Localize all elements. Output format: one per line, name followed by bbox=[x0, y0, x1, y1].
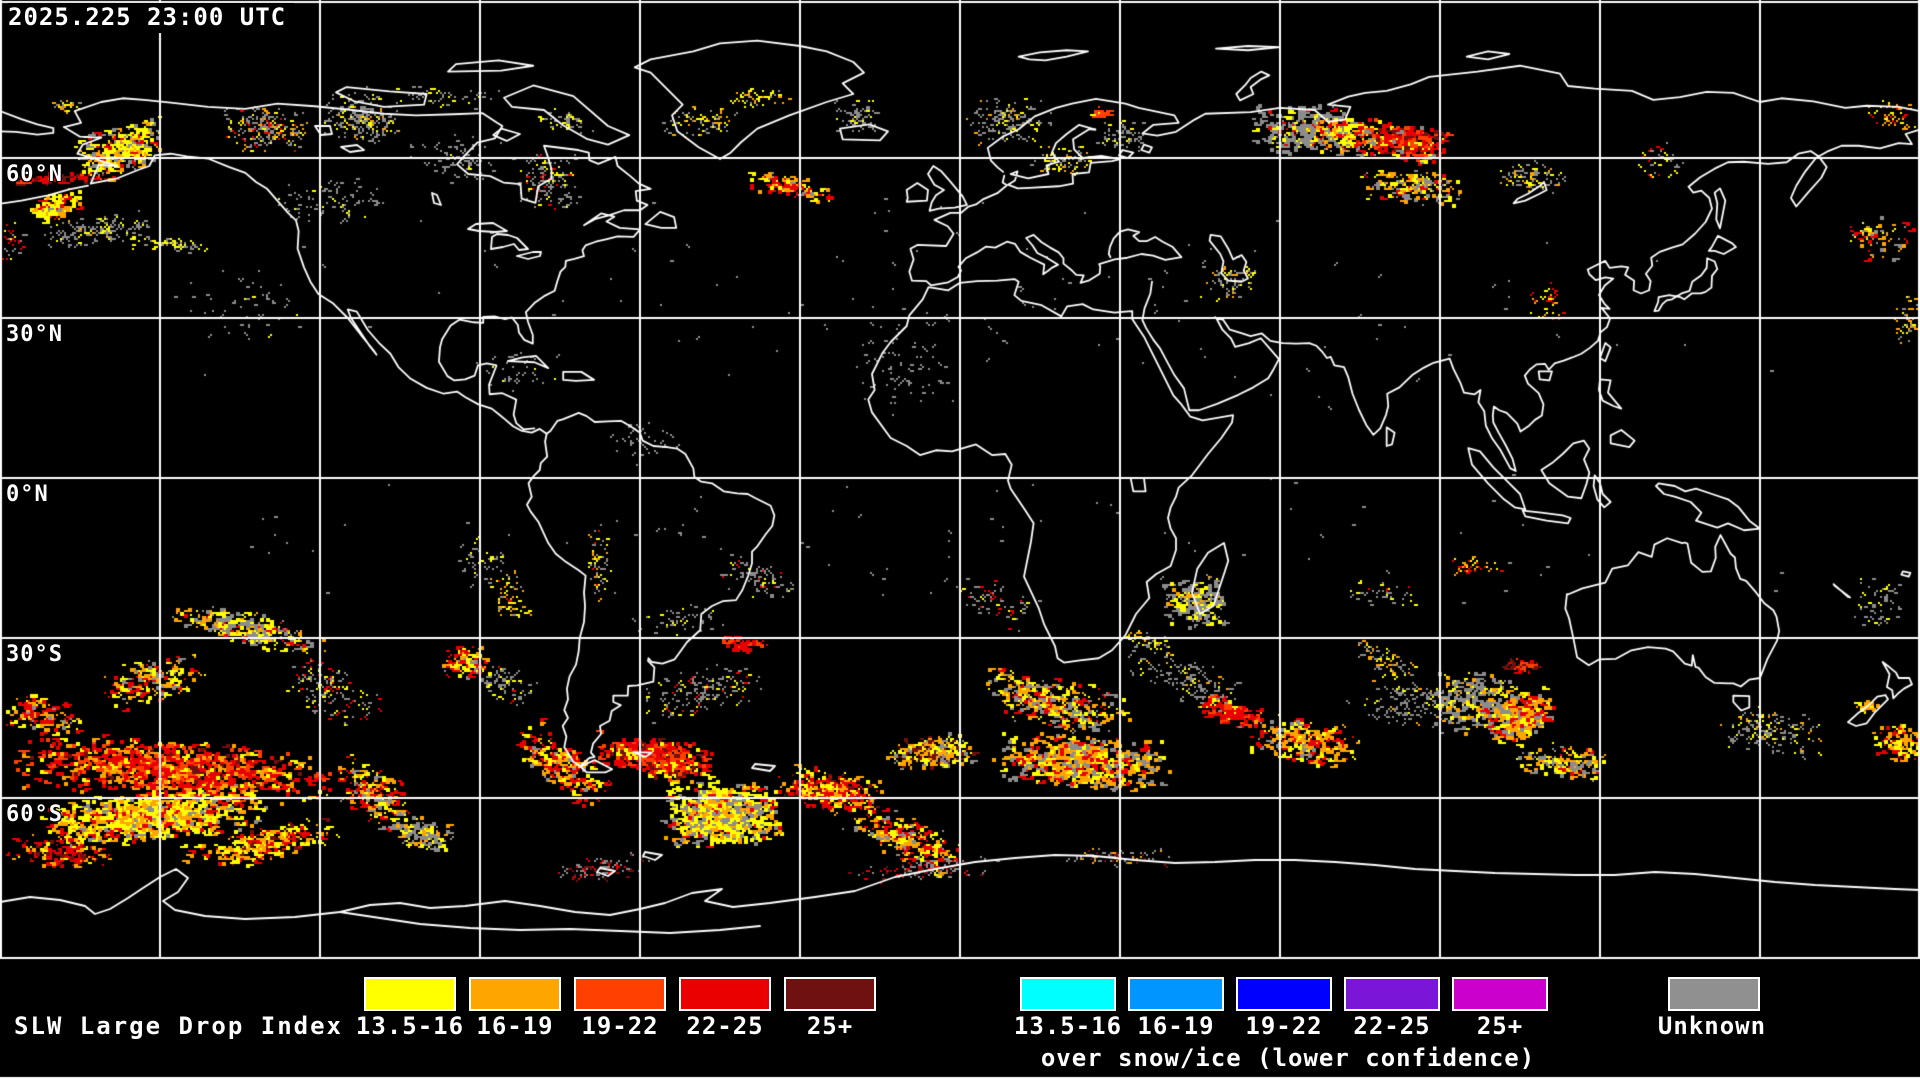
legend-label-snow-ice-22-25: 22-25 bbox=[1353, 1012, 1431, 1040]
lat-label-0N: 0°N bbox=[6, 482, 49, 507]
legend-swatch-standard-19-22 bbox=[574, 977, 666, 1011]
legend-label-standard-25+: 25+ bbox=[806, 1012, 854, 1040]
timestamp: 2025.225 23:00 UTC bbox=[8, 3, 295, 33]
legend-label-standard-22-25: 22-25 bbox=[686, 1012, 764, 1040]
legend-swatch-unknown bbox=[1668, 977, 1760, 1011]
legend-swatch-snow-ice-22-25 bbox=[1344, 977, 1440, 1011]
lat-label-60N: 60°N bbox=[6, 162, 63, 187]
legend-swatch-standard-22-25 bbox=[679, 977, 771, 1011]
legend-unknown-label: Unknown bbox=[1657, 1012, 1767, 1040]
legend-label-standard-19-22: 19-22 bbox=[581, 1012, 659, 1040]
legend-label-standard-13.5-16: 13.5-16 bbox=[355, 1012, 465, 1040]
legend-swatch-standard-25+ bbox=[784, 977, 876, 1011]
legend-swatch-standard-13.5-16 bbox=[364, 977, 456, 1011]
lat-label-30S: 30°S bbox=[6, 641, 63, 667]
legend-swatch-snow-ice-25+ bbox=[1452, 977, 1548, 1011]
legend-label-snow-ice-19-22: 19-22 bbox=[1245, 1012, 1323, 1040]
legend-label-snow-ice-16-19: 16-19 bbox=[1137, 1012, 1215, 1040]
lat-label-30N: 30°N bbox=[6, 322, 63, 347]
legend-label-snow-ice-25+: 25+ bbox=[1476, 1012, 1524, 1040]
legend-snow-ice-caption: over snow/ice (lower confidence) bbox=[1040, 1044, 1536, 1072]
legend-title: SLW Large Drop Index bbox=[14, 1012, 343, 1040]
legend-swatch-snow-ice-19-22 bbox=[1236, 977, 1332, 1011]
legend-swatch-standard-16-19 bbox=[469, 977, 561, 1011]
legend-swatch-snow-ice-16-19 bbox=[1128, 977, 1224, 1011]
lat-label-60S: 60°S bbox=[6, 801, 63, 827]
legend-label-standard-16-19: 16-19 bbox=[476, 1012, 554, 1040]
legend-swatch-snow-ice-13.5-16 bbox=[1020, 977, 1116, 1011]
legend-label-snow-ice-13.5-16: 13.5-16 bbox=[1013, 1012, 1123, 1040]
